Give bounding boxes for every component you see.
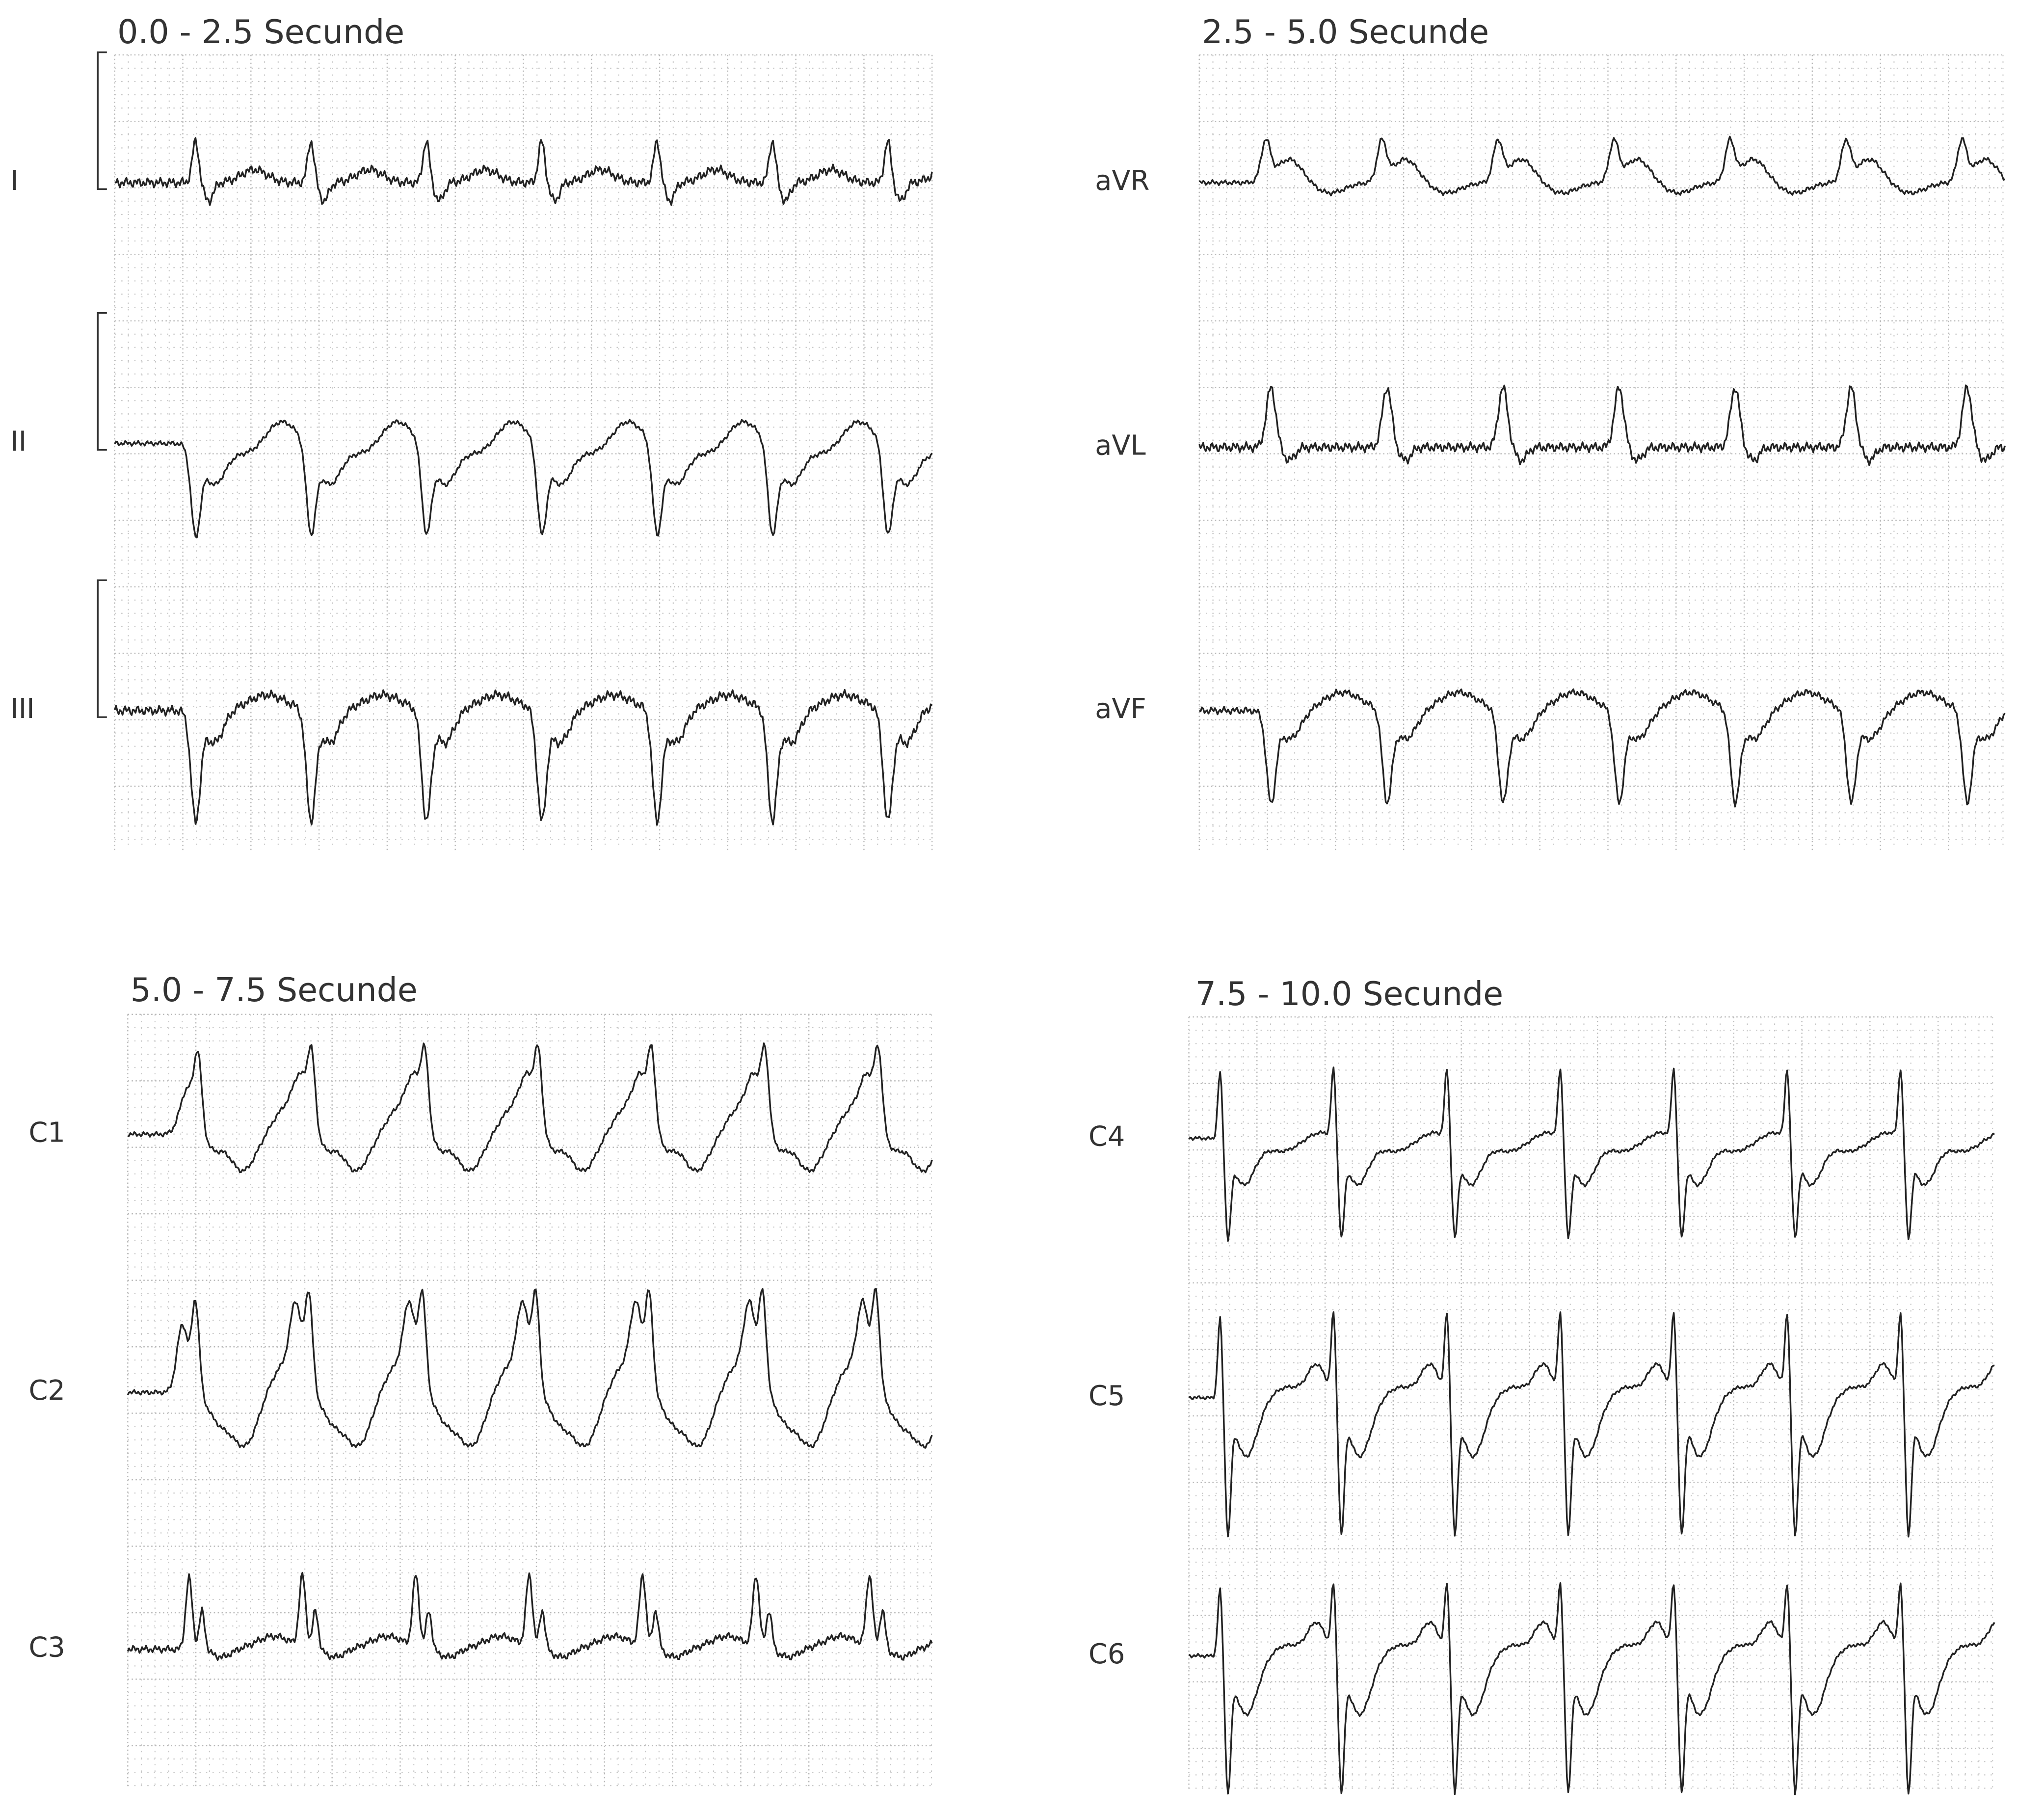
lead-label: C3	[28, 1632, 65, 1664]
calibration-pulse	[97, 51, 107, 190]
panel-title: 7.5 - 10.0 Secunde	[1195, 975, 1503, 1013]
ecg-trace	[127, 1287, 933, 1449]
lead-label: C5	[1088, 1380, 1125, 1412]
lead-label: aVR	[1095, 165, 1149, 197]
ecg-trace	[1188, 1311, 1995, 1538]
lead-label: aVL	[1095, 429, 1145, 461]
lead-label: C2	[28, 1375, 65, 1407]
ecg-trace	[127, 1042, 933, 1173]
lead-label: II	[10, 426, 27, 457]
lead-label: C1	[28, 1117, 65, 1148]
ecg-trace	[114, 689, 933, 826]
panel-title: 0.0 - 2.5 Secunde	[117, 13, 404, 51]
ecg-trace	[1198, 135, 2006, 197]
lead-label: aVF	[1095, 693, 1146, 725]
ecg-trace	[1188, 1582, 1995, 1796]
lead-label: III	[10, 693, 34, 725]
calibration-pulse	[97, 579, 107, 718]
ecg-trace	[127, 1571, 933, 1661]
panel-title: 5.0 - 7.5 Secunde	[131, 971, 418, 1009]
lead-label: C4	[1088, 1120, 1125, 1152]
ecg-trace	[1198, 384, 2006, 466]
ecg-trace	[114, 419, 933, 538]
panel-title: 2.5 - 5.0 Secunde	[1202, 13, 1489, 51]
ecg-trace	[1188, 1066, 1995, 1242]
ecg-trace	[1198, 688, 2006, 808]
calibration-pulse	[97, 312, 107, 451]
lead-label: C6	[1088, 1638, 1125, 1670]
ecg-panel: 5.0 - 7.5 Secunde C1 C2 C3	[28, 971, 933, 1789]
ecg-trace	[114, 137, 933, 206]
ecg-panel: 7.5 - 10.0 Secunde C4 C5 C6	[1088, 975, 1995, 1796]
ecg-panel: 2.5 - 5.0 Secunde aVR aVL aVF	[1095, 13, 2006, 851]
lead-label: I	[10, 165, 18, 197]
